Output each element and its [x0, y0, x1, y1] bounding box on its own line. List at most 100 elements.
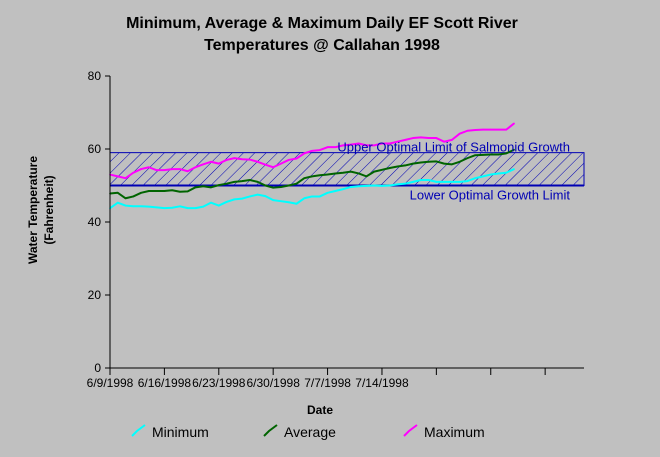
y-axis-label-line2: (Fahrenheit) [42, 175, 56, 244]
data-point-average [256, 181, 259, 183]
data-point-average [420, 161, 422, 164]
optimal-band-layer [109, 152, 585, 187]
x-tick-label: 7/14/1998 [355, 376, 409, 390]
data-point-average [342, 171, 344, 174]
data-point-maximum [163, 169, 166, 171]
data-point-minimum [241, 197, 243, 200]
data-point-maximum [140, 168, 142, 170]
data-point-maximum [319, 149, 321, 151]
data-point-minimum [210, 201, 212, 204]
data-point-maximum [365, 144, 368, 147]
data-point-maximum [513, 122, 515, 125]
legend-swatch-maximum [403, 424, 418, 437]
data-point-maximum [132, 171, 135, 174]
data-point-average [163, 190, 166, 192]
legend-item-average: Average [263, 424, 336, 440]
chart-title-line2: Temperatures @ Callahan 1998 [204, 37, 440, 54]
data-point-maximum [381, 142, 383, 145]
series-average [109, 148, 515, 200]
y-tick-label: 0 [94, 361, 101, 375]
data-point-minimum [256, 193, 259, 196]
y-tick-label: 60 [88, 142, 102, 156]
data-point-maximum [420, 136, 422, 139]
legend-label-average: Average [284, 424, 336, 440]
data-point-maximum [311, 150, 313, 152]
data-point-minimum [513, 168, 515, 170]
data-point-minimum [474, 177, 477, 179]
data-point-minimum [489, 173, 492, 176]
data-point-minimum [225, 201, 228, 203]
data-point-average [202, 185, 205, 188]
data-point-average [365, 175, 368, 178]
data-point-maximum [264, 163, 267, 166]
data-point-maximum [326, 146, 329, 148]
data-point-maximum [303, 152, 306, 155]
data-point-minimum [326, 192, 329, 194]
legend-swatch-minimum [131, 424, 146, 437]
data-point-average [179, 190, 181, 193]
data-point-minimum [404, 182, 407, 185]
data-point-average [319, 174, 321, 177]
data-point-minimum [357, 185, 360, 188]
x-axis-label: Date [307, 403, 333, 417]
data-point-minimum [140, 205, 142, 208]
legend-item-minimum: Minimum [131, 424, 209, 440]
data-point-maximum [443, 140, 445, 143]
plot-area [110, 76, 584, 368]
data-point-average [233, 181, 236, 183]
data-point-average [186, 190, 189, 193]
data-point-maximum [225, 159, 228, 161]
data-point-average [489, 153, 492, 156]
data-point-maximum [388, 142, 391, 145]
data-point-average [497, 153, 500, 156]
legend-swatch-average [263, 424, 278, 437]
data-point-average [458, 160, 461, 163]
data-point-minimum [233, 198, 236, 201]
data-point-maximum [497, 128, 500, 131]
data-point-average [225, 182, 228, 185]
data-point-average [303, 177, 306, 179]
legend-label-minimum: Minimum [152, 424, 209, 440]
data-point-minimum [132, 205, 135, 208]
data-point-minimum [342, 188, 344, 190]
data-point-minimum [420, 179, 422, 181]
data-point-average [132, 195, 135, 198]
data-point-maximum [334, 146, 337, 148]
data-point-maximum [287, 159, 290, 161]
axes-layer: 0 20 40 60 80 6/9/1998 6/16/1998 6/23/1998 6/30/… [87, 69, 584, 390]
data-point-maximum [179, 168, 181, 170]
data-point-maximum [342, 144, 344, 147]
optimal-band [109, 152, 585, 186]
data-point-average [451, 163, 453, 166]
data-point-minimum [458, 181, 461, 183]
legend-item-maximum: Maximum [403, 424, 485, 440]
data-point-maximum [171, 168, 173, 170]
data-point-minimum [497, 172, 500, 175]
data-point-minimum [194, 207, 197, 209]
chart-title-line1: Minimum, Average & Maximum Daily EF Scot… [126, 15, 518, 32]
data-point-minimum [412, 181, 414, 183]
data-point-minimum [202, 205, 205, 208]
data-point-minimum [171, 206, 173, 209]
data-point-maximum [427, 137, 430, 139]
data-point-minimum [272, 199, 274, 201]
data-point-average [435, 160, 438, 163]
data-point-average [264, 184, 267, 187]
data-point-maximum [350, 143, 352, 146]
lower-limit-label: Lower Optimal Growth Limit [410, 188, 571, 203]
data-point-minimum [163, 207, 166, 209]
data-point-maximum [186, 170, 189, 173]
data-point-maximum [116, 175, 119, 178]
data-point-maximum [249, 158, 251, 161]
data-point-average [210, 186, 212, 189]
data-point-maximum [241, 158, 243, 161]
data-point-minimum [350, 186, 352, 188]
y-tick-label: 40 [88, 215, 102, 229]
data-point-average [116, 192, 119, 194]
upper-limit-label: Upper Optimal Limit of Salmonid Growth [337, 140, 570, 155]
data-point-maximum [194, 166, 197, 169]
data-point-minimum [373, 184, 375, 187]
data-point-average [350, 170, 352, 173]
data-point-minimum [303, 197, 306, 200]
